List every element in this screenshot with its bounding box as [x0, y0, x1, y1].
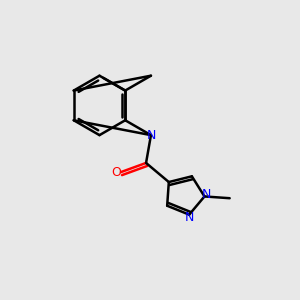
Text: N: N: [201, 188, 211, 202]
Text: N: N: [146, 129, 156, 142]
Text: N: N: [184, 211, 194, 224]
Text: O: O: [112, 166, 122, 178]
